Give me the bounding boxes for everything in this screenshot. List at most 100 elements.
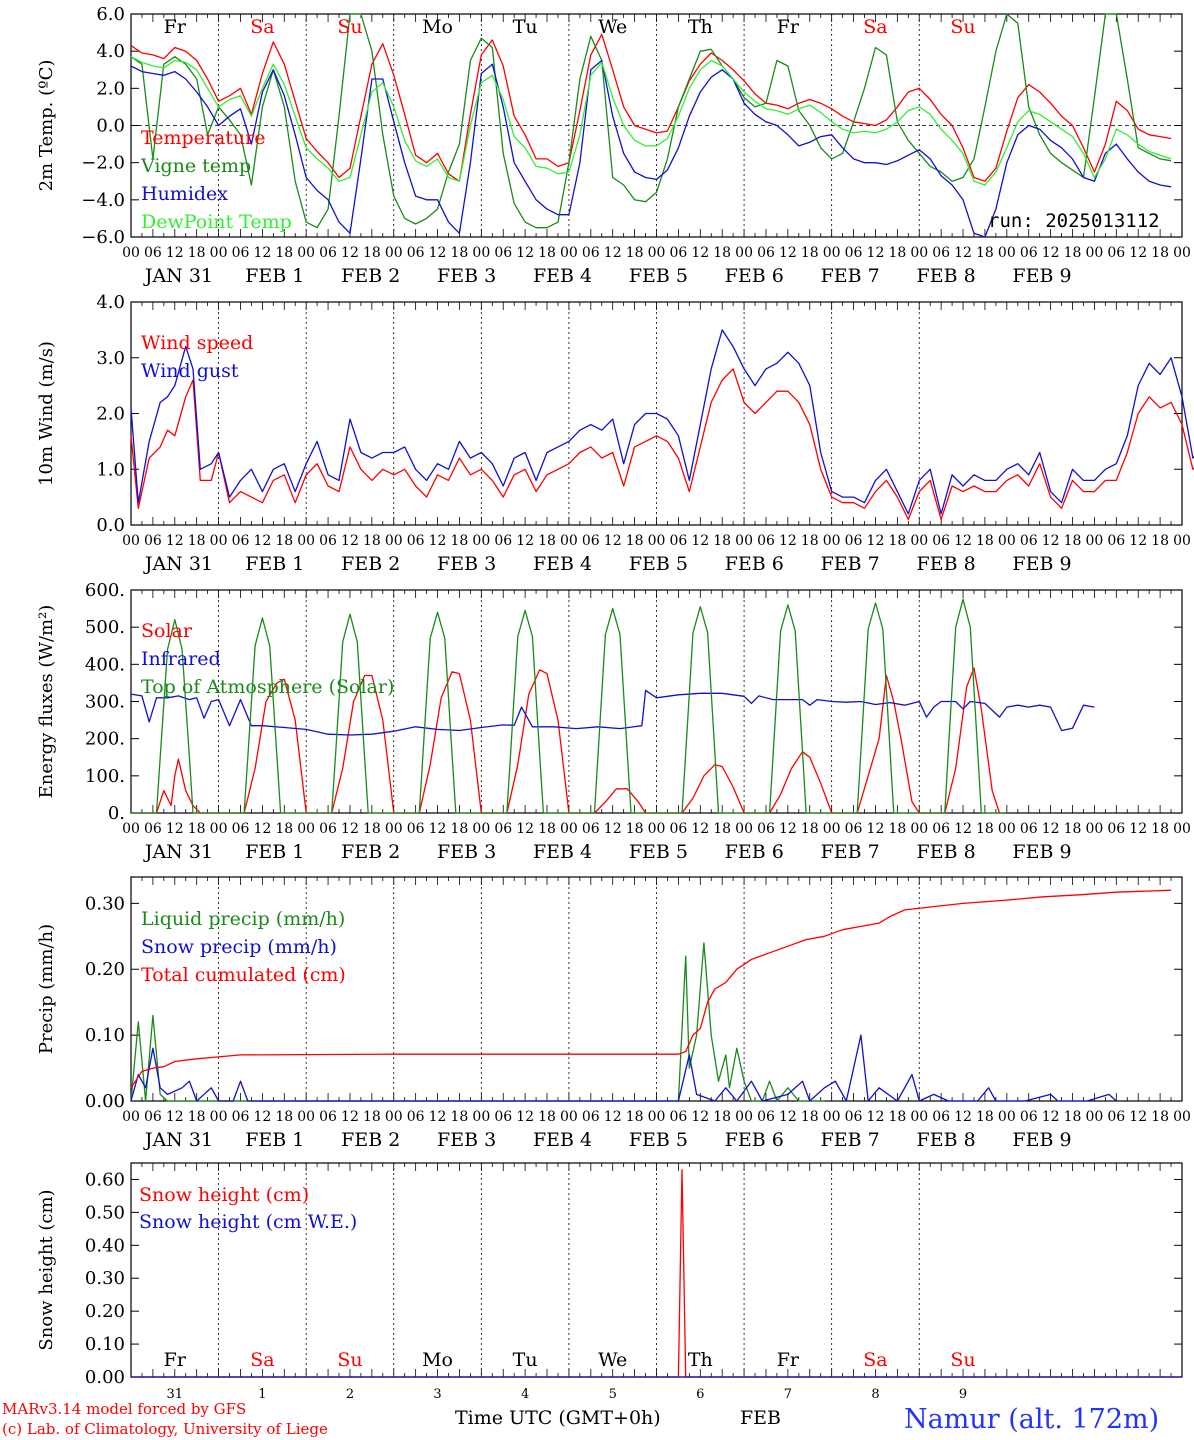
- hour-tick-label: 18: [976, 821, 994, 837]
- day-number: 8: [871, 1387, 879, 1402]
- hour-tick-label: 12: [166, 533, 184, 549]
- time-axis-title: Time UTC (GMT+0h): [455, 1407, 661, 1429]
- day-number: 3: [433, 1387, 441, 1402]
- hour-tick-label: 00: [910, 245, 928, 261]
- hour-tick-label: 00: [998, 1109, 1016, 1125]
- hour-tick-label: 06: [932, 821, 950, 837]
- hour-tick-label: 12: [253, 1109, 271, 1125]
- hour-tick-label: 06: [407, 245, 425, 261]
- hour-tick-label: 06: [757, 533, 775, 549]
- hour-tick-label: 00: [1173, 1109, 1191, 1125]
- date-label: FEB 4: [533, 841, 592, 863]
- hour-tick-label: 12: [341, 245, 359, 261]
- hour-tick-label: 06: [582, 245, 600, 261]
- legend-entry: Total cumulated (cm): [141, 964, 346, 986]
- y-tick-label: 4.0: [96, 41, 125, 62]
- hour-tick-label: 00: [998, 533, 1016, 549]
- hour-tick-label: 06: [582, 821, 600, 837]
- date-label: FEB 9: [1012, 265, 1071, 287]
- hour-tick-label: 00: [648, 1109, 666, 1125]
- date-label: FEB 2: [341, 553, 400, 575]
- hour-tick-label: 00: [998, 245, 1016, 261]
- day-name-top: Su: [337, 16, 362, 38]
- hour-tick-label: 00: [1086, 533, 1104, 549]
- hour-tick-label: 00: [1173, 245, 1191, 261]
- hour-tick-label: 06: [232, 821, 250, 837]
- hour-tick-label: 12: [1129, 533, 1147, 549]
- y-tick-label: 0.10: [85, 1025, 125, 1046]
- hour-tick-label: 00: [210, 1109, 228, 1125]
- hour-tick-label: 18: [538, 533, 556, 549]
- hour-tick-label: 12: [341, 821, 359, 837]
- day-name-bottom: Fr: [164, 1349, 187, 1371]
- day-name-bottom: Tu: [513, 1349, 538, 1371]
- hour-tick-label: 12: [954, 245, 972, 261]
- hour-tick-label: 12: [429, 245, 447, 261]
- hour-tick-label: 06: [932, 1109, 950, 1125]
- hour-tick-label: 18: [275, 1109, 293, 1125]
- date-label: FEB 7: [821, 1129, 880, 1151]
- hour-tick-label: 12: [867, 245, 885, 261]
- day-name-bottom: Sa: [250, 1349, 274, 1371]
- date-label: FEB 4: [533, 1129, 592, 1151]
- hour-tick-label: 12: [1129, 1109, 1147, 1125]
- hour-tick-label: 00: [998, 821, 1016, 837]
- series-line-temperature: [130, 33, 1172, 182]
- date-label: FEB 3: [437, 553, 496, 575]
- y-axis-label: Precip (mm/h): [36, 924, 57, 1054]
- hour-tick-label: 12: [1042, 533, 1060, 549]
- y-tick-label: 0.10: [85, 1334, 125, 1355]
- hour-tick-label: 06: [845, 245, 863, 261]
- hour-tick-label: 00: [297, 1109, 315, 1125]
- hour-tick-label: 18: [1151, 245, 1169, 261]
- day-name-top: Tu: [513, 16, 538, 38]
- station-label: Namur (alt. 172m): [904, 1404, 1159, 1435]
- hour-tick-label: 12: [166, 821, 184, 837]
- y-tick-label: 0.0: [96, 515, 125, 536]
- hour-tick-label: 06: [232, 533, 250, 549]
- y-tick-label: 0.20: [85, 959, 125, 980]
- hour-tick-label: 00: [472, 533, 490, 549]
- hour-tick-label: 06: [494, 245, 512, 261]
- y-tick-label: 2.0: [96, 78, 125, 99]
- legend-entry: Top of Atmosphere (Solar): [141, 676, 394, 698]
- hour-tick-label: 06: [1020, 1109, 1038, 1125]
- day-number: 7: [784, 1387, 792, 1402]
- hour-tick-label: 00: [297, 245, 315, 261]
- legend-entry: Snow precip (mm/h): [141, 936, 337, 958]
- hour-tick-label: 18: [888, 821, 906, 837]
- legend-entry: Temperature: [141, 127, 265, 149]
- hour-tick-label: 18: [626, 533, 644, 549]
- hour-tick-label: 18: [888, 245, 906, 261]
- day-name-top: Sa: [863, 16, 887, 38]
- hour-tick-label: 12: [1129, 821, 1147, 837]
- date-label: FEB 6: [725, 553, 784, 575]
- legend-entry: Infrared: [141, 648, 221, 670]
- hour-tick-label: 00: [1086, 821, 1104, 837]
- date-label: JAN 31: [143, 841, 213, 863]
- y-tick-label: 3.0: [96, 348, 125, 369]
- date-label: FEB 1: [245, 553, 304, 575]
- hour-tick-label: 12: [954, 533, 972, 549]
- hour-tick-label: 18: [188, 245, 206, 261]
- date-label: FEB 7: [821, 841, 880, 863]
- hour-tick-label: 06: [932, 245, 950, 261]
- hour-tick-label: 06: [144, 533, 162, 549]
- hour-tick-label: 18: [451, 821, 469, 837]
- date-label: JAN 31: [143, 553, 213, 575]
- run-label: run: 2025013112: [988, 210, 1160, 232]
- hour-tick-label: 12: [429, 821, 447, 837]
- hour-tick-label: 12: [516, 821, 534, 837]
- hour-tick-label: 18: [888, 1109, 906, 1125]
- legend-entry: Solar: [141, 620, 193, 642]
- series-line-dewpoint-temp: [130, 56, 1172, 186]
- hour-tick-label: 12: [954, 1109, 972, 1125]
- hour-tick-label: 00: [122, 245, 140, 261]
- legend-entry: Vigne temp: [140, 155, 251, 177]
- hour-tick-label: 18: [888, 533, 906, 549]
- hour-tick-label: 18: [801, 245, 819, 261]
- hour-tick-label: 18: [976, 533, 994, 549]
- hour-tick-label: 00: [823, 1109, 841, 1125]
- hour-tick-label: 12: [1129, 245, 1147, 261]
- y-tick-label: 0.30: [85, 893, 125, 914]
